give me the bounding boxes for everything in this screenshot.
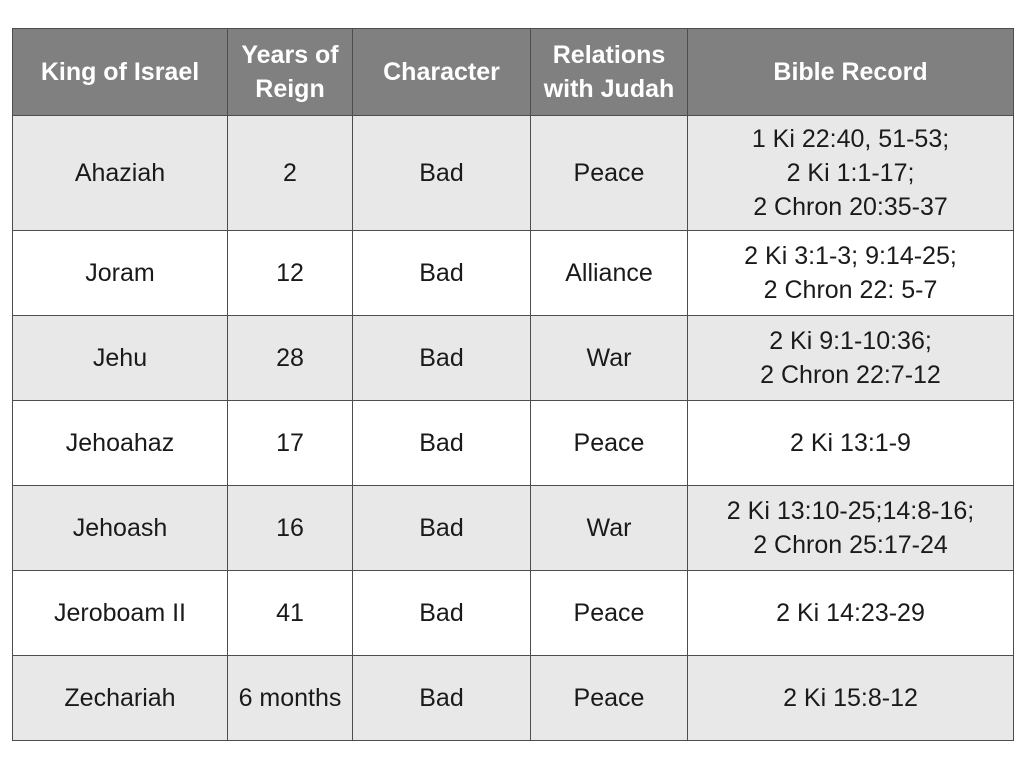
header-king: King of Israel (12, 28, 228, 116)
cell-relations: Peace (530, 570, 688, 656)
cell-line: 2 Ki 13:1-9 (790, 429, 911, 457)
cell-years: 17 (227, 400, 353, 486)
cell-line: 2 Ki 3:1-3; 9:14-25; (744, 242, 957, 270)
cell-relations: Peace (530, 115, 688, 231)
table-row: Zechariah 6 months Bad Peace 2 Ki 15:8-12 (12, 655, 1014, 741)
table-row: Jehoahaz 17 Bad Peace 2 Ki 13:1-9 (12, 400, 1014, 486)
cell-line: 1 Ki 22:40, 51-53; (751, 125, 950, 153)
cell-relations: Alliance (530, 230, 688, 316)
cell-line: Years of (241, 41, 339, 69)
cell-line: 2 Chron 22:7-12 (760, 361, 941, 389)
cell-relations: War (530, 315, 688, 401)
cell-years: 41 (227, 570, 353, 656)
cell-line: with Judah (543, 75, 675, 103)
cell-line: 2 Ki 14:23-29 (776, 599, 925, 627)
cell-line: Relations (552, 41, 666, 69)
kings-of-israel-table: King of Israel Years of Reign Character R… (12, 28, 1014, 741)
cell-line: 2 Chron 20:35-37 (753, 193, 948, 221)
cell-line: King of Israel (40, 58, 200, 86)
header-relations: Relations with Judah (530, 28, 688, 116)
cell-character: Bad (352, 570, 531, 656)
cell-line: 2 Ki 9:1-10:36; (769, 327, 932, 355)
table-row: Ahaziah 2 Bad Peace 1 Ki 22:40, 51-53; 2 Ki 1… (12, 115, 1014, 231)
cell-years: 2 (227, 115, 353, 231)
cell-line: 2 Chron 22: 5-7 (763, 276, 938, 304)
table-body: Ahaziah 2 Bad Peace 1 Ki 22:40, 51-53; 2 Ki 1… (12, 115, 1014, 741)
cell-relations: War (530, 485, 688, 571)
cell-character: Bad (352, 655, 531, 741)
header-row: King of Israel Years of Reign Character R… (12, 28, 1014, 116)
cell-king: Zechariah (12, 655, 228, 741)
cell-record: 2 Ki 15:8-12 (687, 655, 1014, 741)
cell-years: 6 months (227, 655, 353, 741)
cell-record: 2 Ki 3:1-3; 9:14-25; 2 Chron 22: 5-7 (687, 230, 1014, 316)
table-row: Jehoash 16 Bad War 2 Ki 13:10-25;14:8-16; 2 C… (12, 485, 1014, 571)
cell-line: 2 Chron 25:17-24 (753, 531, 948, 559)
cell-record: 2 Ki 14:23-29 (687, 570, 1014, 656)
header-record: Bible Record (687, 28, 1014, 116)
header-character: Character (352, 28, 531, 116)
cell-line: Character (383, 58, 500, 86)
cell-king: Jehu (12, 315, 228, 401)
table-header: King of Israel Years of Reign Character R… (12, 28, 1014, 116)
cell-character: Bad (352, 230, 531, 316)
cell-relations: Peace (530, 655, 688, 741)
cell-record: 2 Ki 13:1-9 (687, 400, 1014, 486)
table-row: Jehu 28 Bad War 2 Ki 9:1-10:36; 2 Chron 22:7-… (12, 315, 1014, 401)
cell-record: 2 Ki 9:1-10:36; 2 Chron 22:7-12 (687, 315, 1014, 401)
cell-line: Bible Record (773, 58, 928, 86)
cell-years: 16 (227, 485, 353, 571)
table-row: Jeroboam II 41 Bad Peace 2 Ki 14:23-29 (12, 570, 1014, 656)
cell-years: 12 (227, 230, 353, 316)
cell-king: Joram (12, 230, 228, 316)
cell-record: 2 Ki 13:10-25;14:8-16; 2 Chron 25:17-24 (687, 485, 1014, 571)
cell-king: Jehoahaz (12, 400, 228, 486)
cell-record: 1 Ki 22:40, 51-53; 2 Ki 1:1-17; 2 Chron 20… (687, 115, 1014, 231)
cell-character: Bad (352, 315, 531, 401)
cell-character: Bad (352, 485, 531, 571)
cell-character: Bad (352, 115, 531, 231)
cell-line: Reign (255, 75, 325, 103)
cell-years: 28 (227, 315, 353, 401)
cell-king: Ahaziah (12, 115, 228, 231)
cell-line: 2 Ki 15:8-12 (783, 684, 918, 712)
cell-king: Jehoash (12, 485, 228, 571)
cell-character: Bad (352, 400, 531, 486)
cell-line: 2 Ki 1:1-17; (786, 159, 915, 187)
header-years: Years of Reign (227, 28, 353, 116)
table-row: Joram 12 Bad Alliance 2 Ki 3:1-3; 9:14-25; 2 … (12, 230, 1014, 316)
cell-king: Jeroboam II (12, 570, 228, 656)
cell-relations: Peace (530, 400, 688, 486)
cell-line: 2 Ki 13:10-25;14:8-16; (726, 497, 975, 525)
